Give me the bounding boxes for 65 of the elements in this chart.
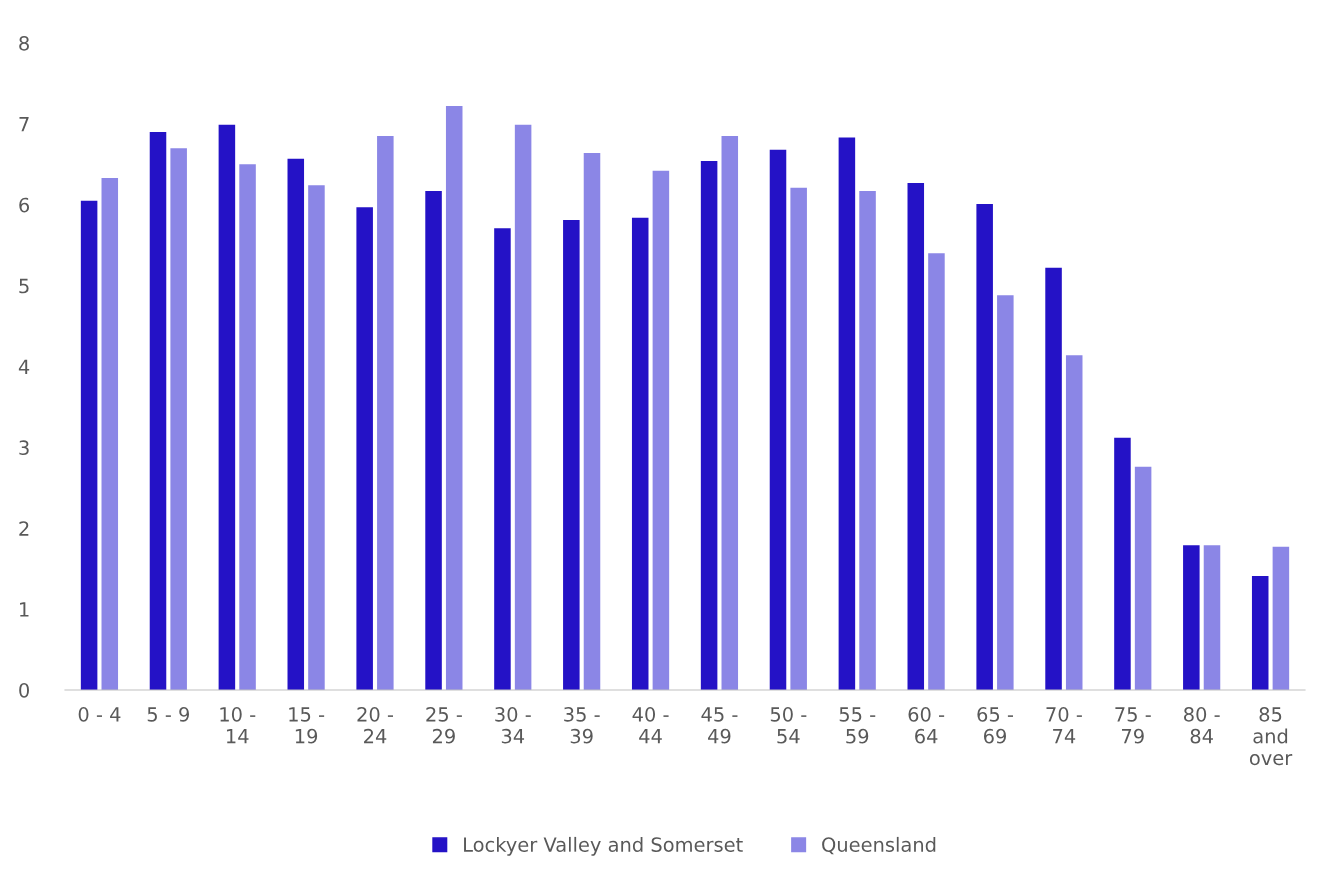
x-tick-label: 25 - 29: [426, 707, 462, 744]
x-tick-label: 40 - 44: [632, 707, 669, 744]
bar: [700, 161, 718, 690]
bar: [1045, 267, 1062, 690]
bar: [928, 253, 945, 690]
legend-label: Lockyer Valley and Somerset: [464, 836, 743, 856]
bar: [1114, 437, 1131, 690]
x-tick-label: 5 - 9: [147, 707, 190, 722]
bar: [583, 152, 601, 690]
x-tick-label: 60 - 64: [908, 707, 945, 744]
y-tick-label: 7: [19, 117, 29, 132]
bar: [631, 217, 649, 690]
bar: [652, 170, 670, 690]
bar: [170, 148, 187, 690]
x-tick-label: 35 - 39: [564, 707, 600, 744]
bar: [1134, 466, 1152, 690]
bar: [1272, 546, 1290, 690]
bar: [997, 295, 1014, 690]
bar: [976, 203, 993, 690]
x-tick-label: 20 - 24: [357, 707, 394, 744]
bar: [769, 149, 787, 690]
x-tick-label: 30 - 34: [495, 707, 531, 744]
bar: [101, 178, 119, 690]
y-tick-label: 3: [19, 440, 29, 456]
bar: [1251, 575, 1269, 690]
x-tick-label: 75 - 79: [1115, 707, 1151, 744]
bar: [838, 137, 856, 690]
bar: [287, 158, 305, 690]
bar: [80, 200, 98, 690]
bar: [514, 124, 532, 690]
bar: [425, 191, 442, 690]
x-tick-label: 55 - 59: [839, 707, 876, 744]
bar: [1183, 545, 1200, 690]
y-tick-label: 0: [19, 682, 29, 698]
x-tick-label: 15 - 19: [289, 707, 325, 744]
x-tick-label: 85 and over: [1249, 707, 1293, 766]
bar: [494, 228, 511, 690]
legend-label: Queensland: [822, 836, 936, 855]
bar: [239, 164, 256, 690]
bar: [1203, 545, 1221, 690]
bar: [445, 106, 463, 690]
y-tick-label: 1: [20, 602, 29, 617]
x-tick-label: 65 - 69: [977, 707, 1014, 744]
bar: [721, 136, 739, 690]
x-tick-label: 50 - 54: [770, 707, 807, 744]
bar: [149, 131, 167, 690]
y-tick-label: 2: [19, 521, 29, 536]
bar: [907, 182, 925, 690]
bar: [308, 185, 325, 690]
bar: [377, 136, 394, 690]
bar: [563, 220, 580, 690]
x-tick-label: 0 - 4: [78, 707, 121, 722]
y-tick-label: 8: [19, 35, 29, 51]
x-tick-label: 70 - 74: [1046, 707, 1082, 744]
y-tick-label: 6: [19, 197, 30, 213]
x-tick-label: 10 - 14: [220, 707, 256, 744]
y-tick-label: 5: [19, 278, 29, 294]
bar: [218, 124, 236, 690]
bar: [790, 187, 807, 690]
x-tick-label: 80 - 84: [1184, 707, 1220, 744]
y-tick-label: 4: [18, 359, 30, 374]
x-tick-label: 45 - 49: [701, 707, 738, 744]
bar: [356, 207, 373, 690]
bar: [859, 191, 876, 690]
bar: [1065, 355, 1083, 690]
